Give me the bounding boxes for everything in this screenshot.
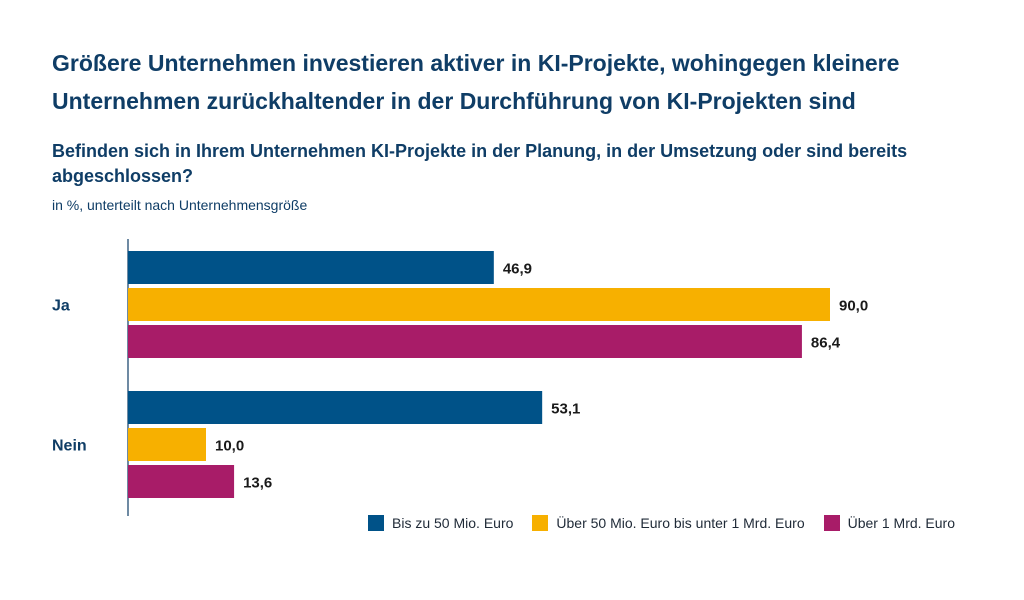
legend-label-large: Über 1 Mrd. Euro [847, 515, 955, 531]
legend-swatch-large [823, 515, 840, 531]
bar-nein-series-2 [128, 428, 206, 461]
legend-item-large: Über 1 Mrd. Euro [823, 515, 955, 531]
chart-legend: Bis zu 50 Mio. Euro Über 50 Mio. Euro bi… [368, 512, 955, 534]
data-label-ja-series-3: 86,4 [811, 335, 841, 352]
legend-label-small: Bis zu 50 Mio. Euro [392, 515, 514, 531]
data-label-ja-series-1: 46,9 [503, 261, 532, 278]
legend-swatch-small [368, 515, 384, 531]
data-label-ja-series-2: 90,0 [839, 298, 868, 315]
bar-ja-series-1 [128, 251, 494, 284]
legend-swatch-medium [532, 515, 549, 531]
category-label-ja: Ja [52, 298, 70, 315]
bar-ja-series-3 [128, 325, 802, 358]
chart-note: in %, unterteilt nach Unternehmensgröße [52, 197, 308, 213]
chart-title: Größere Unternehmen investieren aktiver … [52, 50, 900, 114]
data-label-nein-series-3: 13,6 [243, 475, 272, 492]
data-label-nein-series-1: 53,1 [551, 401, 580, 418]
bar-nein-series-3 [128, 465, 235, 498]
bar-nein-series-1 [128, 391, 543, 424]
chart-subtitle: Befinden sich in Ihrem Unternehmen KI-Pr… [52, 141, 908, 186]
bar-ja-series-2 [128, 288, 830, 321]
legend-label-medium: Über 50 Mio. Euro bis unter 1 Mrd. Euro [556, 515, 805, 531]
category-label-nein: Nein [52, 438, 87, 455]
data-label-nein-series-2: 10,0 [215, 438, 244, 455]
legend-item-medium: Über 50 Mio. Euro bis unter 1 Mrd. Euro [532, 515, 805, 531]
legend-item-small: Bis zu 50 Mio. Euro [368, 515, 513, 531]
